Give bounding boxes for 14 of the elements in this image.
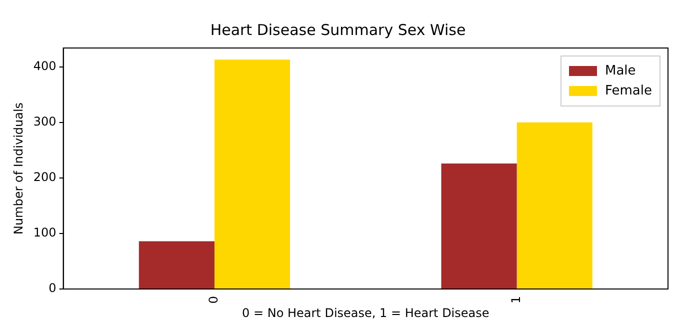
- y-tick-label: 100: [33, 226, 56, 240]
- y-tick-label: 400: [33, 59, 56, 73]
- y-axis-title: Number of Individuals: [11, 102, 26, 235]
- legend-label: Female: [604, 83, 652, 98]
- bar: [516, 122, 592, 288]
- x-tick-label: 1: [508, 296, 523, 304]
- bar: [214, 60, 290, 288]
- bar: [441, 163, 517, 288]
- chart-title: Heart Disease Summary Sex Wise: [210, 20, 466, 39]
- y-tick-label: 300: [33, 114, 56, 129]
- x-axis-title: 0 = No Heart Disease, 1 = Heart Disease: [242, 306, 490, 320]
- legend-label: Male: [604, 63, 636, 78]
- bar: [138, 241, 214, 288]
- y-tick-label: 200: [33, 170, 56, 184]
